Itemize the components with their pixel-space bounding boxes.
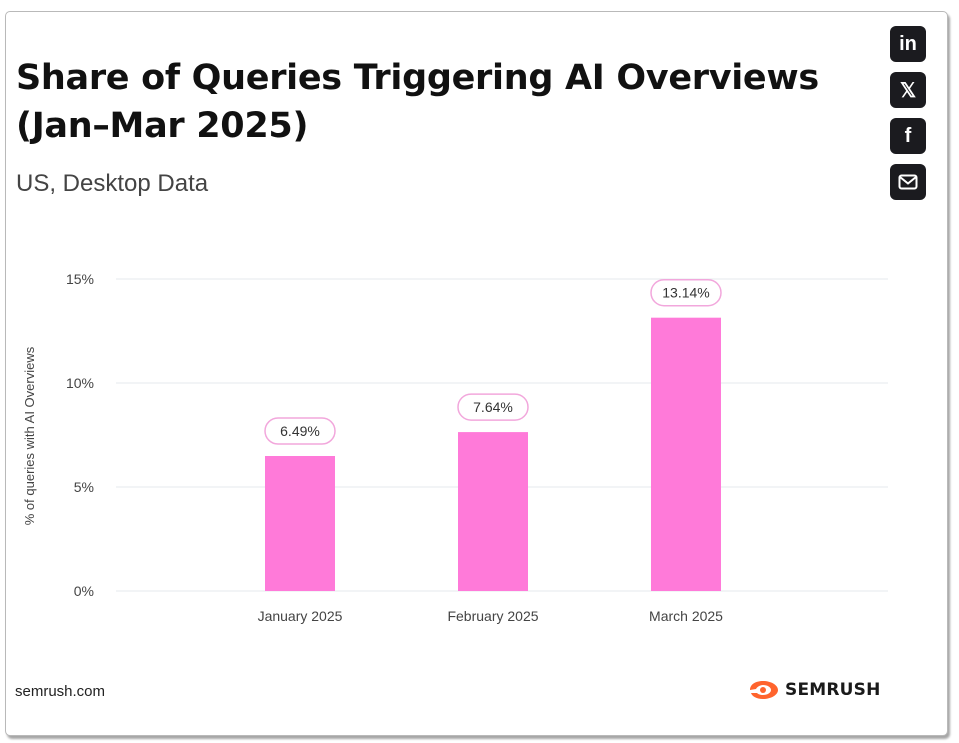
chart-title: Share of Queries Triggering AI Overviews… — [16, 58, 819, 146]
chart-card — [5, 11, 948, 736]
x-tick-label: January 2025 — [258, 608, 343, 624]
data-label: 6.49% — [280, 423, 320, 439]
x-tick-label: February 2025 — [447, 608, 538, 624]
y-tick-label: 15% — [66, 271, 94, 287]
data-label: 7.64% — [473, 399, 513, 415]
mail-icon — [898, 174, 918, 190]
data-label-pill — [650, 278, 722, 307]
data-label: 13.14% — [662, 285, 709, 301]
facebook-share-button[interactable]: f — [890, 118, 926, 154]
brand-name: SEMRUSH — [785, 680, 881, 700]
semrush-flame-icon — [750, 681, 778, 699]
data-label-pill — [457, 393, 529, 421]
x-icon: 𝕏 — [899, 79, 917, 102]
bar — [458, 432, 528, 591]
email-share-button[interactable] — [890, 164, 926, 200]
data-label-pill — [264, 417, 336, 445]
semrush-logo: SEMRUSH — [748, 680, 881, 700]
bar — [651, 317, 721, 591]
linkedin-share-button[interactable]: in — [890, 26, 926, 62]
source-link[interactable]: semrush.com — [15, 683, 106, 700]
y-tick-label: 10% — [66, 375, 94, 391]
x-tick-label: March 2025 — [649, 608, 723, 624]
bar — [265, 456, 335, 591]
x-share-button[interactable]: 𝕏 — [890, 72, 926, 108]
linkedin-icon: in — [899, 32, 917, 55]
y-axis-label: % of queries with AI Overviews — [22, 346, 37, 525]
y-tick-label: 5% — [74, 479, 94, 495]
facebook-icon: f — [904, 124, 912, 147]
y-tick-label: 0% — [74, 583, 94, 599]
bar-chart: 0% 5% 10% 15% % of queries with AI Overview… — [22, 271, 888, 624]
chart-subtitle: US, Desktop Data — [16, 170, 209, 197]
